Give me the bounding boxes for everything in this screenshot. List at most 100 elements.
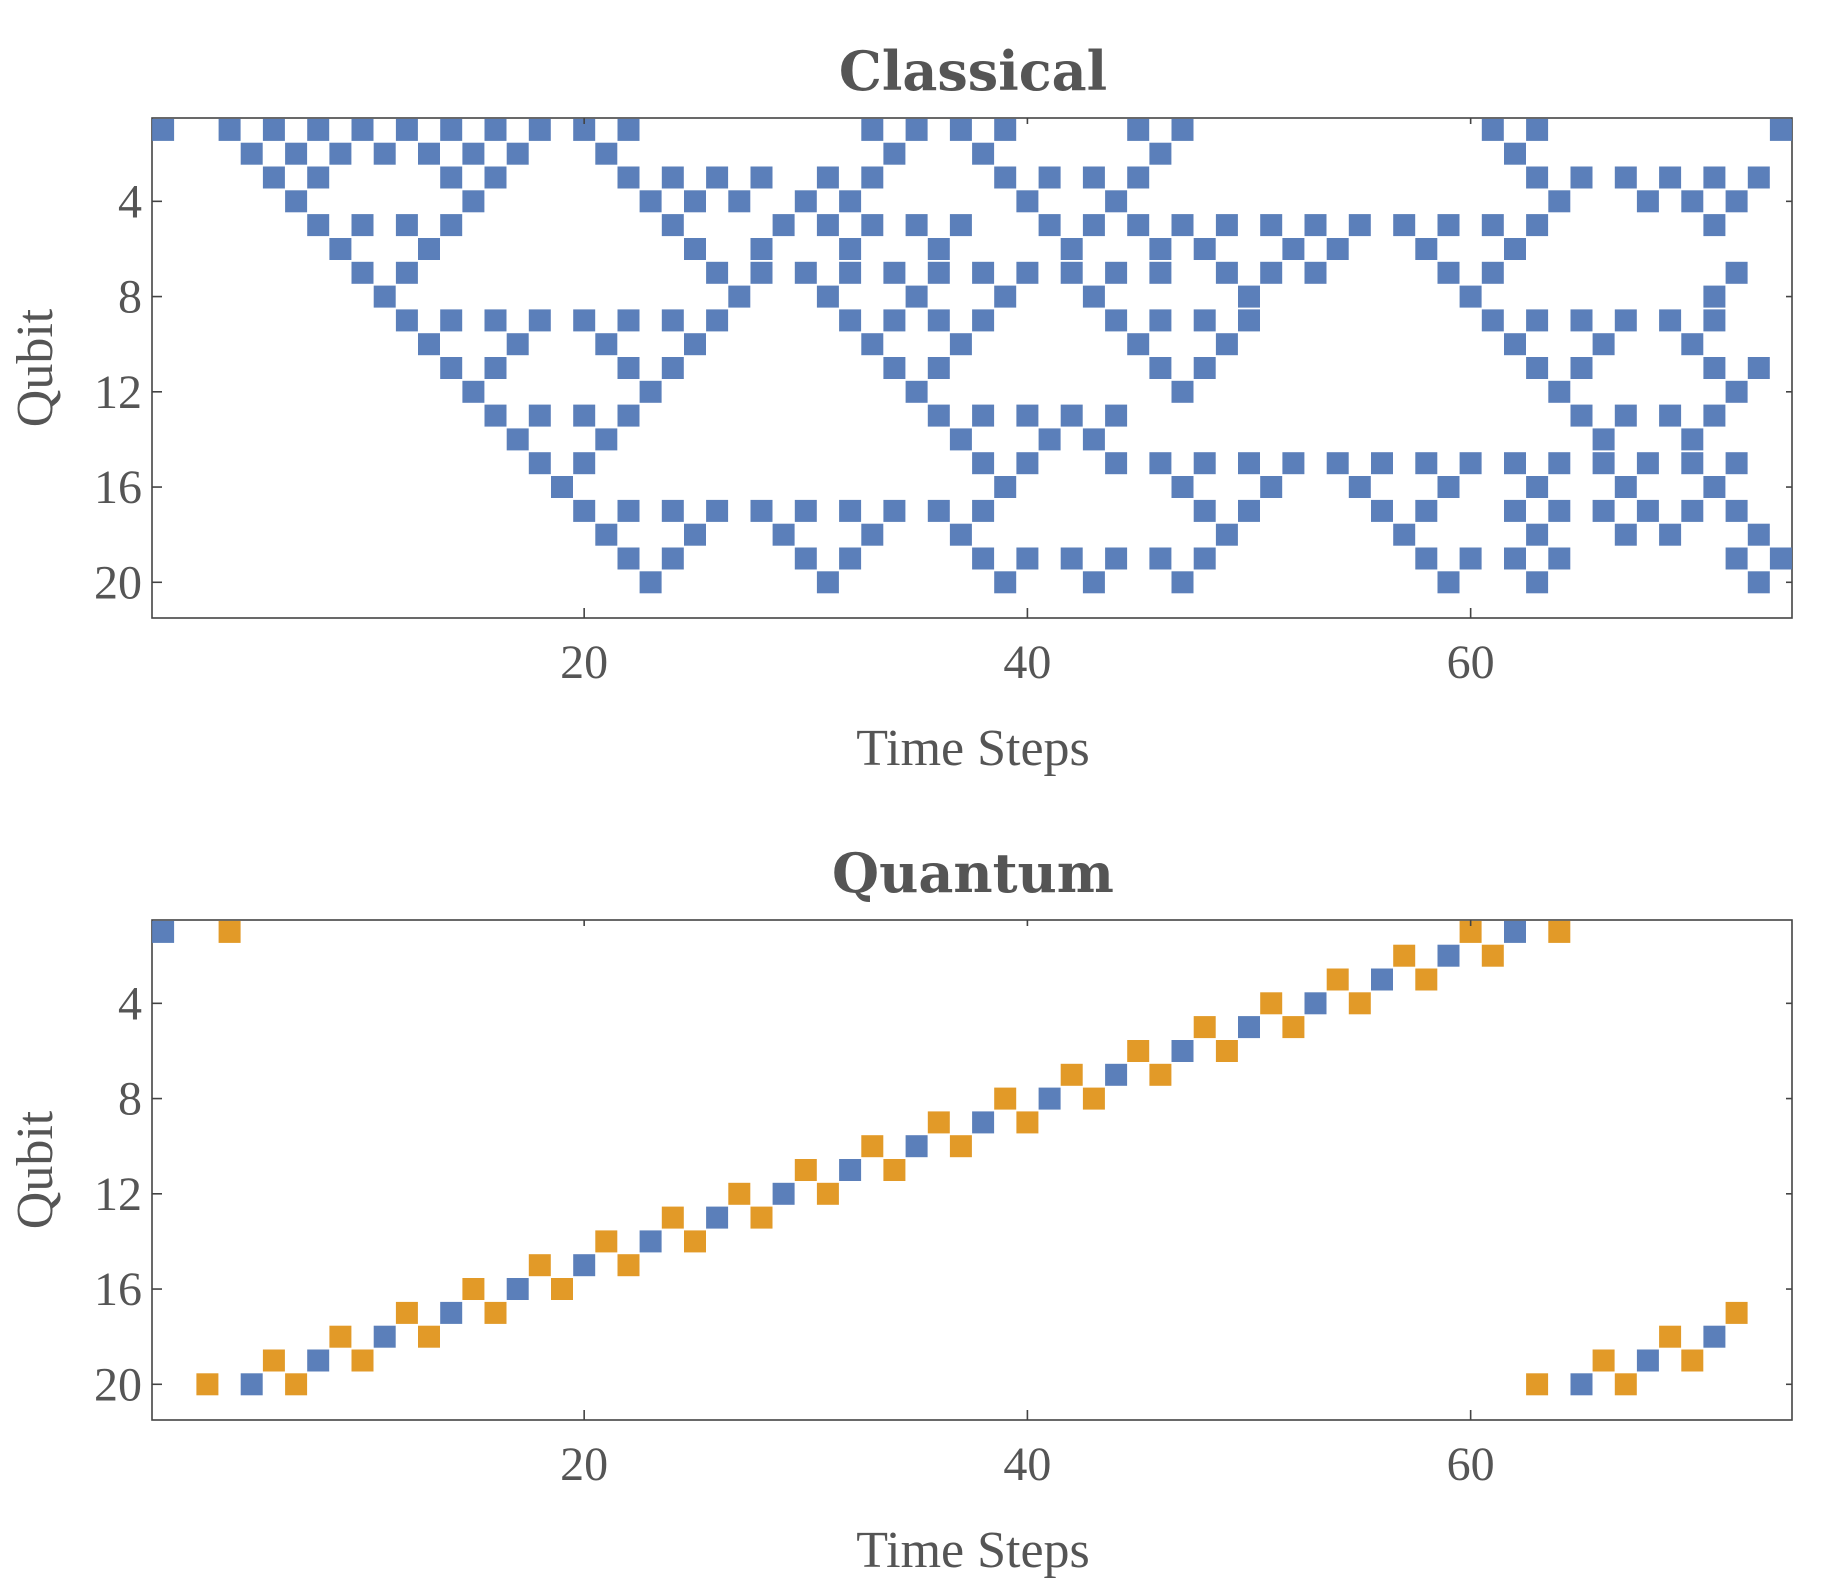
- cell-blue: [1060, 547, 1083, 570]
- cell-blue: [1171, 571, 1194, 594]
- y-axis-label: Qubit: [7, 308, 64, 427]
- cell-blue: [994, 476, 1017, 498]
- cell-blue: [1769, 547, 1792, 570]
- cell-blue: [395, 118, 418, 141]
- cell-blue: [1149, 309, 1172, 332]
- cell-blue: [440, 118, 463, 141]
- cell-blue: [706, 499, 729, 522]
- cell-blue: [1082, 571, 1105, 594]
- cell-blue: [484, 166, 507, 189]
- cell-blue: [240, 142, 263, 165]
- cell-blue: [839, 261, 862, 284]
- cell-blue: [329, 238, 352, 260]
- cell-blue: [661, 214, 684, 237]
- cell-blue: [772, 523, 795, 546]
- cell-blue: [1282, 452, 1305, 475]
- cell-blue: [994, 118, 1017, 141]
- cell-blue: [1105, 309, 1128, 332]
- cell-blue: [861, 214, 884, 237]
- cell-orange: [1016, 1111, 1039, 1134]
- cell-blue: [661, 166, 684, 189]
- cell-blue: [1636, 1349, 1659, 1372]
- cell-orange: [661, 1206, 684, 1229]
- cell-blue: [1504, 452, 1526, 475]
- cell-blue: [240, 1373, 263, 1396]
- chart-title: Classical: [839, 39, 1107, 103]
- cell-blue: [639, 571, 662, 594]
- cell-blue: [927, 309, 950, 332]
- cell-blue: [750, 499, 773, 522]
- cell-blue: [1127, 166, 1150, 189]
- cell-blue: [661, 357, 684, 379]
- cell-blue: [1703, 309, 1726, 332]
- cell-blue: [1526, 309, 1549, 332]
- cell-blue: [1659, 166, 1682, 189]
- cell-blue: [905, 214, 928, 237]
- cell-blue: [1592, 428, 1615, 451]
- cell-blue: [484, 118, 507, 141]
- cell-blue: [1215, 333, 1238, 356]
- cell-blue: [373, 142, 396, 165]
- cell-blue: [1215, 214, 1238, 237]
- cell-blue: [1592, 499, 1615, 522]
- cell-blue: [1127, 333, 1150, 356]
- cell-blue: [839, 238, 862, 260]
- cell-blue: [1238, 309, 1260, 332]
- x-tick-label: 60: [1447, 636, 1495, 689]
- y-tick-label: 4: [118, 175, 142, 228]
- cell-blue: [573, 452, 596, 475]
- cell-blue: [1193, 452, 1216, 475]
- cell-blue: [395, 309, 418, 332]
- cell-blue: [1193, 499, 1216, 522]
- cell-blue: [927, 357, 950, 379]
- cell-blue: [949, 333, 972, 356]
- cell-blue: [1570, 166, 1593, 189]
- cell-blue: [905, 118, 928, 141]
- cell-blue: [639, 380, 662, 403]
- cell-blue: [329, 142, 352, 165]
- cell-blue: [972, 452, 995, 475]
- cell-blue: [905, 1135, 928, 1158]
- cell-blue: [706, 309, 729, 332]
- cell-blue: [1725, 190, 1748, 213]
- cell-blue: [528, 404, 551, 427]
- cell-blue: [1459, 285, 1482, 308]
- cell-blue: [1725, 380, 1748, 403]
- cell-blue: [462, 190, 485, 213]
- cell-blue: [1149, 547, 1172, 570]
- cell-blue: [1681, 499, 1704, 522]
- cell-blue: [1105, 1063, 1128, 1086]
- cell-blue: [1082, 428, 1105, 451]
- cell-blue: [1504, 142, 1526, 165]
- cell-blue: [661, 309, 684, 332]
- cell-blue: [706, 261, 729, 284]
- cell-blue: [1016, 190, 1039, 213]
- cell-blue: [684, 523, 706, 546]
- cell-orange: [816, 1182, 839, 1205]
- y-tick-label: 4: [118, 977, 142, 1030]
- cell-blue: [883, 261, 906, 284]
- cell-blue: [1681, 333, 1704, 356]
- cell-blue: [1526, 166, 1549, 189]
- y-tick-label: 8: [118, 1073, 142, 1126]
- cell-blue: [1105, 404, 1128, 427]
- cell-blue: [462, 380, 485, 403]
- cell-blue: [684, 190, 706, 213]
- cell-blue: [1614, 166, 1637, 189]
- cell-blue: [1371, 968, 1393, 991]
- cell-orange: [684, 1230, 706, 1253]
- cell-blue: [706, 166, 729, 189]
- cell-blue: [1548, 547, 1571, 570]
- cell-blue: [1260, 261, 1283, 284]
- cell-blue: [816, 214, 839, 237]
- cell-blue: [883, 357, 906, 379]
- cell-blue: [927, 261, 950, 284]
- x-tick-label: 40: [1003, 1438, 1051, 1491]
- cell-blue: [639, 190, 662, 213]
- cell-blue: [1526, 214, 1549, 237]
- cell-blue: [905, 380, 928, 403]
- cell-blue: [1371, 452, 1393, 475]
- cell-blue: [1504, 333, 1526, 356]
- cell-blue: [1747, 523, 1770, 546]
- y-tick-label: 8: [118, 271, 142, 324]
